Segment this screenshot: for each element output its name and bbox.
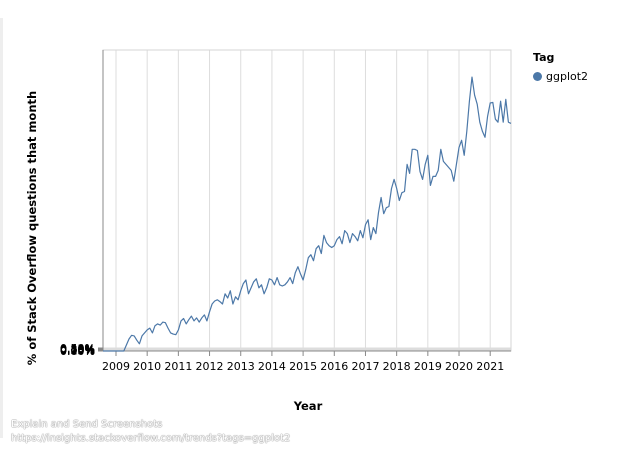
legend: Tag ggplot2: [533, 51, 588, 83]
y-tick-label: 0.10%: [60, 344, 95, 357]
y-axis: 0.00%0.05%0.10%0.15%0.20%0.25%0.30%0.35%…: [60, 342, 103, 358]
x-tick-label: 2019: [414, 360, 442, 373]
x-tick-label: 2020: [445, 360, 473, 373]
y-tick-label: 0.40%: [60, 343, 95, 356]
y-tick-label: 0.25%: [60, 343, 95, 356]
y-tick-label: 0.45%: [60, 342, 95, 355]
x-tick-label: 2014: [258, 360, 286, 373]
y-tick-label: 0.05%: [60, 345, 95, 358]
x-tick-label: 2017: [351, 360, 379, 373]
watermark: Explain and Send Screenshots https://ins…: [11, 418, 290, 446]
plot-border: [102, 49, 512, 352]
y-tick-label: 0.20%: [60, 344, 95, 357]
x-tick-label: 2010: [133, 360, 161, 373]
y-axis-title: % of Stack Overflow questions that month: [25, 91, 39, 365]
x-tick-label: 2015: [289, 360, 317, 373]
y-tick-label: 0.30%: [60, 343, 95, 356]
y-tick-label: 0.50%: [60, 342, 95, 355]
legend-label-ggplot2: ggplot2: [546, 70, 588, 83]
x-tick-label: 2021: [476, 360, 504, 373]
x-axis-title: Year: [293, 399, 323, 413]
x-tick-label: 2012: [196, 360, 224, 373]
x-tick-label: 2011: [164, 360, 192, 373]
watermark-line-2: https://insights.stackoverflow.com/trend…: [11, 433, 291, 444]
series-line-ggplot2: [103, 76, 512, 352]
x-tick-label: 2018: [383, 360, 411, 373]
x-axis: 2009 2010 2011 2012 2013 2014 2015 2016 2017 2018…: [102, 351, 504, 373]
grid: [103, 50, 511, 352]
y-tick-label: 0.00%: [60, 345, 95, 358]
x-tick-label: 2013: [227, 360, 255, 373]
watermark-line-1: Explain and Send Screenshots: [11, 419, 163, 430]
series-layer: [103, 76, 512, 352]
y-tick-label: 0.15%: [60, 344, 95, 357]
legend-swatch-ggplot2: [533, 72, 542, 81]
legend-title: Tag: [533, 51, 554, 64]
page-left-border: [0, 18, 3, 438]
y-tick-label: 0.35%: [60, 343, 95, 356]
x-tick-label: 2016: [320, 360, 348, 373]
x-tick-label: 2009: [102, 360, 130, 373]
